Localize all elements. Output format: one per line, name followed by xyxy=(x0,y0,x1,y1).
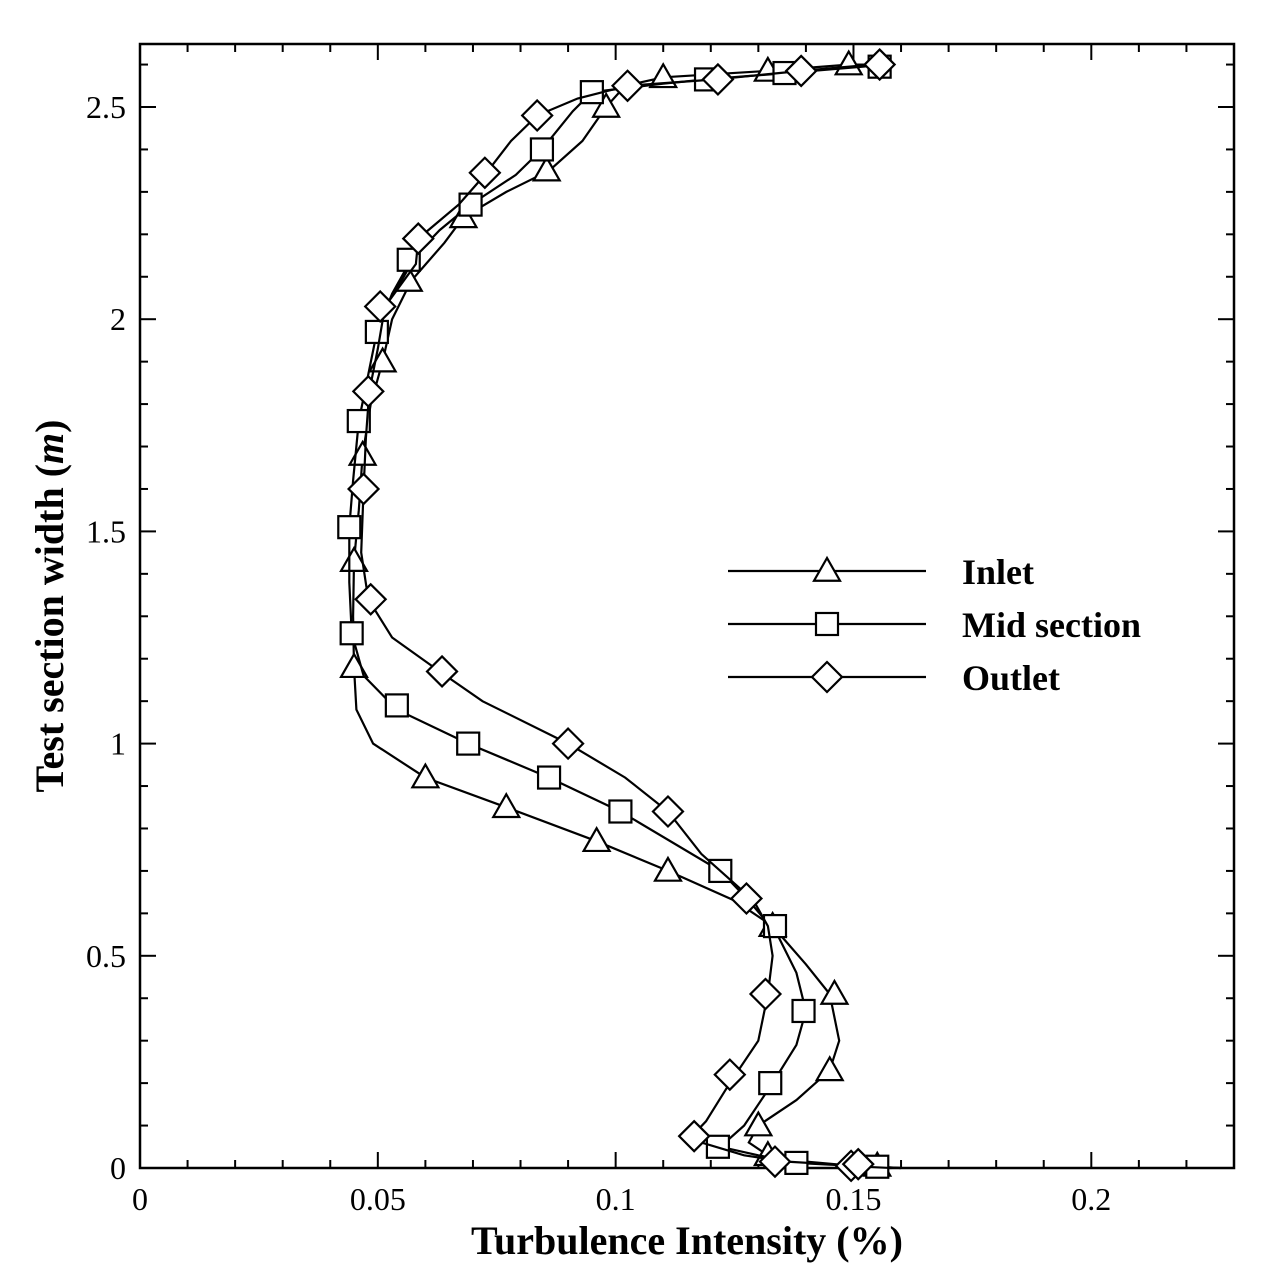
x-tick-label: 0.2 xyxy=(1071,1181,1111,1217)
legend: Inlet Mid section Outlet xyxy=(728,552,1141,698)
legend-marker-outlet xyxy=(810,660,844,694)
data-point-outlet xyxy=(351,374,385,408)
data-point-inlet xyxy=(833,49,864,76)
legend-label-mid-section: Mid section xyxy=(962,605,1141,645)
x-tick-label: 0.1 xyxy=(596,1181,636,1217)
data-point-outlet xyxy=(748,977,783,1011)
x-tick-label: 0 xyxy=(132,1181,148,1217)
data-point-outlet xyxy=(841,1147,875,1181)
y-tick-label: 1.5 xyxy=(86,513,126,549)
legend-label-outlet: Outlet xyxy=(962,658,1060,698)
data-point-inlet xyxy=(491,792,522,819)
data-point-outlet xyxy=(347,472,381,506)
y-tick-label: 1 xyxy=(110,726,126,762)
data-point-outlet xyxy=(784,54,818,88)
data-point-inlet xyxy=(814,1055,845,1082)
legend-marker-inlet xyxy=(812,555,842,582)
data-point-inlet xyxy=(581,825,612,853)
data-point-outlet xyxy=(425,654,459,689)
x-tick-label: 0.15 xyxy=(825,1181,881,1217)
x-axis-ticks: 0 0.05 0.1 0.15 0.2 xyxy=(132,44,1235,1217)
data-point-outlet xyxy=(758,1145,792,1179)
data-point-mid-section xyxy=(529,137,555,162)
data-point-inlet xyxy=(347,439,378,466)
data-point-outlet xyxy=(610,69,645,103)
data-point-mid-section xyxy=(346,408,371,434)
y-tick-label: 0.5 xyxy=(86,938,126,974)
data-point-outlet xyxy=(677,1119,711,1153)
y-tick-label: 0 xyxy=(110,1150,126,1186)
y-axis-title: Test section width (m) xyxy=(27,420,72,793)
y-axis-ticks: 0 0.5 1 1.5 2 2.5 xyxy=(86,63,1234,1186)
data-point-inlet xyxy=(339,545,369,572)
data-point-outlet xyxy=(713,1058,747,1092)
data-point-inlet xyxy=(653,855,683,882)
data-point-mid-section xyxy=(337,515,362,540)
data-point-outlet xyxy=(363,289,397,324)
data-point-outlet xyxy=(551,727,585,761)
data-point-mid-section xyxy=(458,192,483,217)
series-outlet xyxy=(347,48,897,1183)
plot-frame xyxy=(138,42,1236,1170)
data-point-inlet xyxy=(410,762,441,789)
legend-marker-mid-section xyxy=(814,611,840,637)
data-point-outlet xyxy=(651,794,685,829)
legend-label-inlet: Inlet xyxy=(962,552,1034,592)
data-point-inlet xyxy=(819,978,850,1005)
y-tick-label: 2.5 xyxy=(86,89,126,125)
data-point-mid-section xyxy=(456,731,481,756)
data-point-inlet xyxy=(648,62,679,89)
data-point-inlet xyxy=(531,155,562,182)
data-point-mid-section xyxy=(339,621,364,646)
data-point-mid-section xyxy=(364,319,389,345)
data-point-outlet xyxy=(520,98,554,133)
data-point-mid-section xyxy=(608,799,633,824)
data-point-outlet xyxy=(468,156,502,190)
data-point-inlet xyxy=(743,1110,774,1137)
data-point-mid-section xyxy=(791,998,816,1024)
data-point-outlet xyxy=(401,222,435,256)
data-point-inlet xyxy=(591,91,622,118)
series-layer xyxy=(337,48,902,1183)
x-tick-label: 0.05 xyxy=(350,1181,406,1217)
data-point-mid-section xyxy=(536,765,562,790)
y-tick-label: 2 xyxy=(110,301,126,337)
data-point-mid-section xyxy=(758,1071,783,1096)
x-axis-title: Turbulence Intensity (%) xyxy=(471,1218,903,1263)
data-point-outlet xyxy=(863,48,897,82)
data-point-outlet xyxy=(729,881,764,916)
data-point-inlet xyxy=(393,265,424,292)
data-point-outlet xyxy=(354,582,388,616)
data-point-outlet xyxy=(701,62,735,96)
data-point-mid-section xyxy=(384,693,409,718)
